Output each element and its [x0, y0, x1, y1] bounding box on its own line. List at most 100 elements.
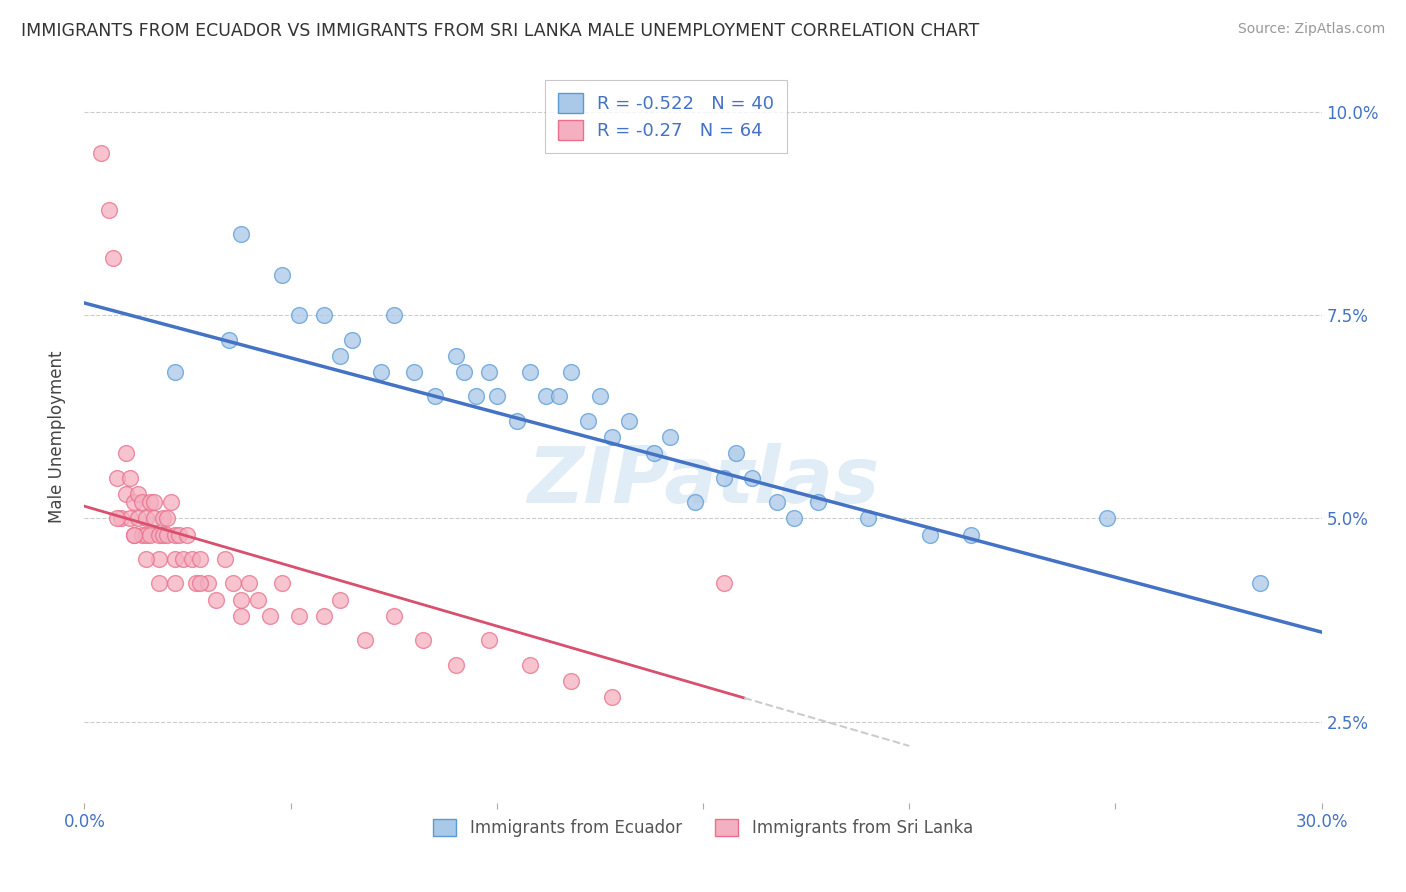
Point	[519, 657, 541, 672]
Point	[165, 365, 187, 379]
Point	[143, 511, 166, 525]
Point	[135, 511, 157, 525]
Point	[205, 592, 228, 607]
Point	[148, 576, 170, 591]
Point	[1249, 576, 1271, 591]
Point	[156, 511, 179, 525]
Point	[312, 608, 335, 623]
Point	[160, 495, 183, 509]
Point	[148, 552, 170, 566]
Point	[259, 608, 281, 623]
Point	[131, 495, 153, 509]
Point	[114, 487, 136, 501]
Point	[465, 389, 488, 403]
Point	[114, 446, 136, 460]
Point	[222, 576, 245, 591]
Point	[135, 527, 157, 541]
Point	[783, 511, 806, 525]
Point	[271, 268, 294, 282]
Point	[288, 608, 311, 623]
Point	[600, 690, 623, 705]
Point	[165, 576, 187, 591]
Point	[188, 576, 211, 591]
Point	[176, 527, 198, 541]
Point	[180, 552, 202, 566]
Point	[766, 495, 789, 509]
Point	[122, 495, 145, 509]
Point	[560, 673, 582, 688]
Text: ZIPatlas: ZIPatlas	[527, 443, 879, 519]
Point	[122, 527, 145, 541]
Point	[382, 308, 405, 322]
Point	[444, 657, 467, 672]
Point	[485, 389, 508, 403]
Point	[477, 633, 499, 648]
Point	[229, 227, 252, 241]
Point	[165, 527, 187, 541]
Point	[110, 511, 132, 525]
Point	[600, 430, 623, 444]
Point	[105, 511, 128, 525]
Point	[576, 414, 599, 428]
Point	[152, 511, 174, 525]
Point	[238, 576, 260, 591]
Point	[312, 308, 335, 322]
Point	[519, 365, 541, 379]
Point	[288, 308, 311, 322]
Point	[218, 333, 240, 347]
Point	[184, 576, 207, 591]
Point	[139, 495, 162, 509]
Point	[122, 527, 145, 541]
Point	[807, 495, 830, 509]
Point	[172, 552, 194, 566]
Text: IMMIGRANTS FROM ECUADOR VS IMMIGRANTS FROM SRI LANKA MALE UNEMPLOYMENT CORRELATI: IMMIGRANTS FROM ECUADOR VS IMMIGRANTS FR…	[21, 22, 980, 40]
Point	[229, 592, 252, 607]
Point	[156, 527, 179, 541]
Point	[617, 414, 640, 428]
Point	[131, 527, 153, 541]
Point	[659, 430, 682, 444]
Point	[506, 414, 529, 428]
Point	[370, 365, 392, 379]
Point	[560, 365, 582, 379]
Point	[741, 471, 763, 485]
Point	[167, 527, 190, 541]
Point	[404, 365, 426, 379]
Point	[90, 145, 112, 160]
Point	[329, 349, 352, 363]
Point	[713, 471, 735, 485]
Point	[197, 576, 219, 591]
Point	[229, 608, 252, 623]
Point	[152, 527, 174, 541]
Point	[135, 552, 157, 566]
Point	[329, 592, 352, 607]
Point	[353, 633, 375, 648]
Point	[412, 633, 434, 648]
Point	[148, 527, 170, 541]
Point	[444, 349, 467, 363]
Y-axis label: Male Unemployment: Male Unemployment	[48, 351, 66, 524]
Point	[643, 446, 665, 460]
Point	[713, 576, 735, 591]
Point	[589, 389, 612, 403]
Point	[724, 446, 747, 460]
Point	[683, 495, 706, 509]
Point	[188, 552, 211, 566]
Point	[127, 511, 149, 525]
Point	[214, 552, 236, 566]
Point	[960, 527, 983, 541]
Point	[118, 471, 141, 485]
Point	[105, 471, 128, 485]
Point	[536, 389, 558, 403]
Point	[118, 511, 141, 525]
Point	[918, 527, 941, 541]
Point	[246, 592, 269, 607]
Point	[127, 487, 149, 501]
Point	[271, 576, 294, 591]
Point	[98, 202, 121, 217]
Point	[103, 252, 125, 266]
Point	[453, 365, 475, 379]
Point	[856, 511, 879, 525]
Point	[139, 527, 162, 541]
Text: Source: ZipAtlas.com: Source: ZipAtlas.com	[1237, 22, 1385, 37]
